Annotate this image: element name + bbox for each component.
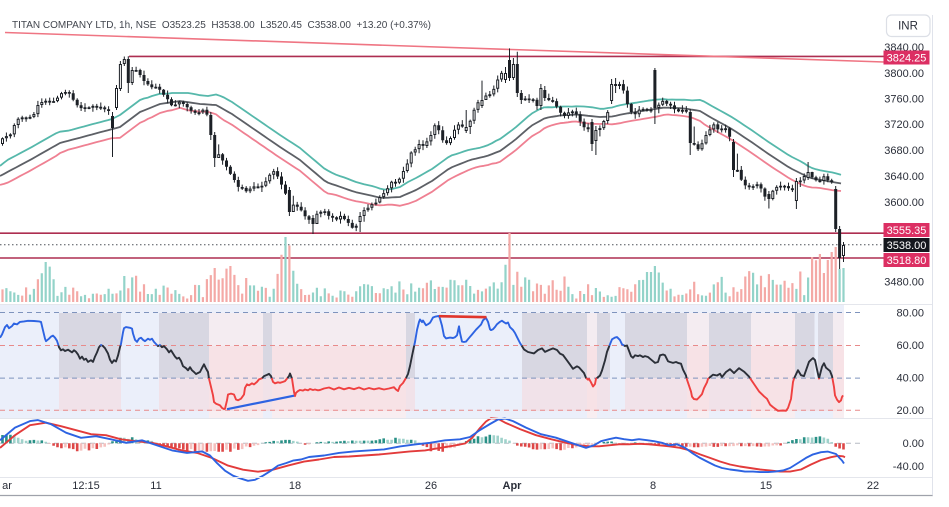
- svg-text:-40.00: -40.00: [893, 461, 924, 473]
- svg-text:60.00: 60.00: [896, 340, 924, 352]
- svg-text:40.00: 40.00: [896, 372, 924, 384]
- svg-text:3800.00: 3800.00: [884, 68, 924, 80]
- svg-text:3480.00: 3480.00: [884, 276, 924, 288]
- svg-text:22: 22: [867, 480, 879, 492]
- svg-text:20.00: 20.00: [896, 405, 924, 417]
- svg-text:3640.00: 3640.00: [884, 171, 924, 183]
- svg-text:3680.00: 3680.00: [884, 145, 924, 157]
- svg-text:11: 11: [150, 480, 161, 492]
- svg-text:3600.00: 3600.00: [884, 197, 924, 209]
- svg-text:3538.00: 3538.00: [887, 240, 927, 252]
- svg-text:3555.35: 3555.35: [887, 225, 927, 237]
- svg-text:18: 18: [289, 480, 301, 492]
- svg-text:Apr: Apr: [503, 480, 523, 492]
- svg-text:12:15: 12:15: [72, 480, 100, 492]
- svg-text:80.00: 80.00: [896, 307, 924, 319]
- svg-text:15: 15: [760, 480, 772, 492]
- svg-text:3518.80: 3518.80: [887, 255, 927, 267]
- svg-text:INR: INR: [898, 21, 918, 33]
- svg-text:26: 26: [425, 480, 437, 492]
- svg-text:0.00: 0.00: [903, 438, 924, 450]
- svg-text:3824.25: 3824.25: [887, 52, 927, 64]
- svg-text:3720.00: 3720.00: [884, 119, 924, 131]
- svg-text:3760.00: 3760.00: [884, 94, 924, 106]
- svg-text:TITAN COMPANY LTD, 1h, NSE O3: TITAN COMPANY LTD, 1h, NSE O3523.25 H353…: [12, 20, 431, 31]
- svg-text:ar: ar: [2, 480, 12, 492]
- svg-text:8: 8: [650, 480, 656, 492]
